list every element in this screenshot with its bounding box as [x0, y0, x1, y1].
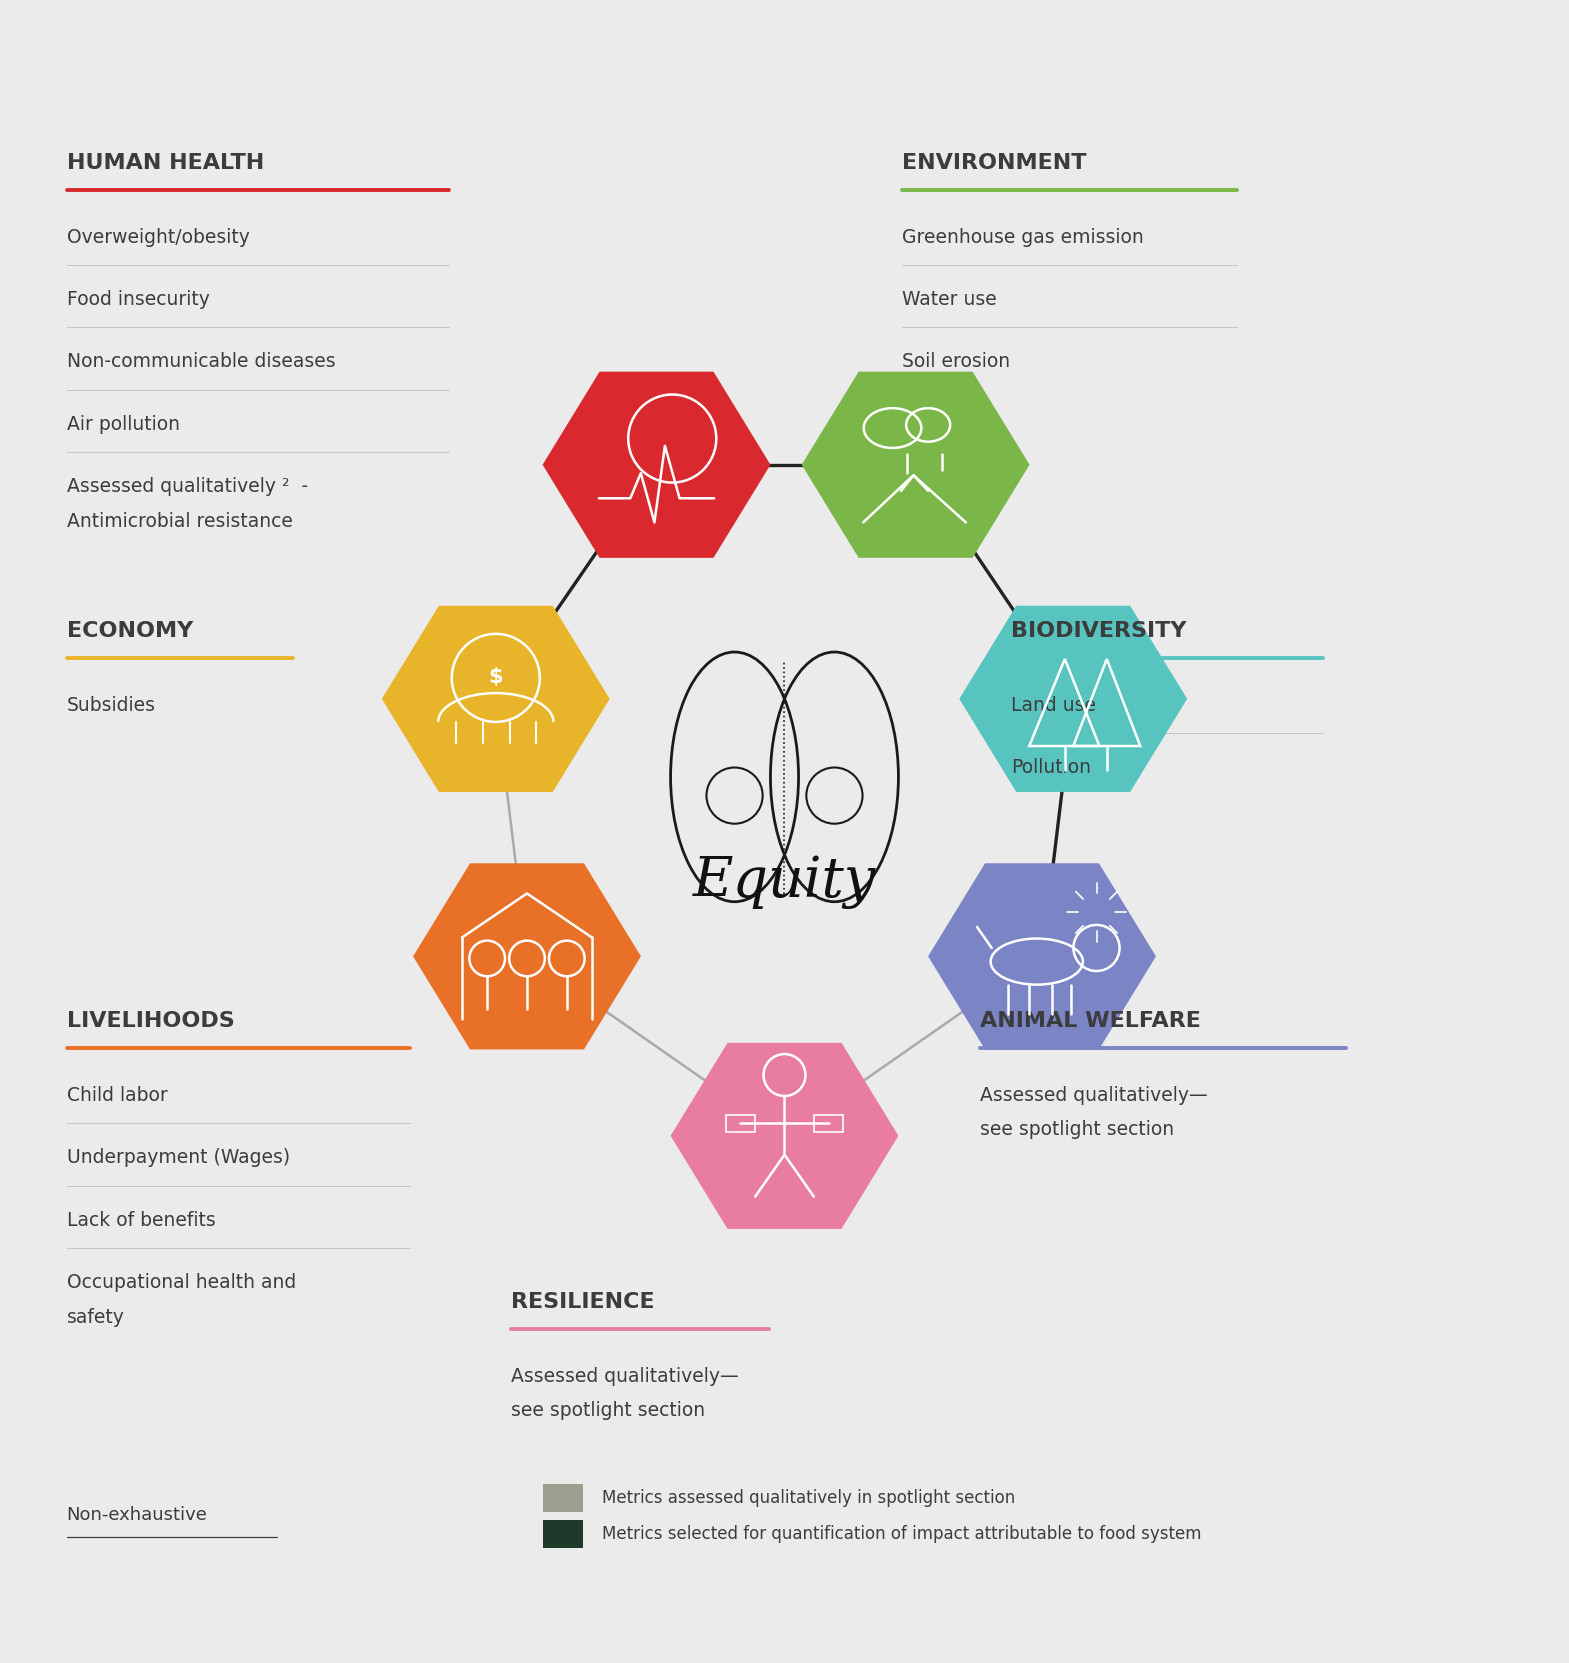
Polygon shape — [543, 1483, 584, 1512]
Text: see spotlight section: see spotlight section — [511, 1402, 706, 1420]
Text: Equity: Equity — [693, 855, 876, 908]
Polygon shape — [929, 863, 1156, 1049]
Text: Greenhouse gas emission: Greenhouse gas emission — [902, 228, 1144, 246]
Text: Assessed qualitatively—: Assessed qualitatively— — [979, 1086, 1207, 1104]
Text: Soil erosion: Soil erosion — [902, 353, 1010, 371]
Text: Food insecurity: Food insecurity — [66, 289, 210, 309]
Text: $: $ — [488, 667, 504, 687]
Text: Land use: Land use — [1010, 695, 1095, 715]
Text: Assessed qualitatively ²  -: Assessed qualitatively ² - — [66, 477, 308, 496]
Text: BIODIVERSITY: BIODIVERSITY — [1010, 620, 1186, 640]
Text: safety: safety — [66, 1307, 124, 1327]
Text: Underpayment (Wages): Underpayment (Wages) — [66, 1149, 290, 1167]
Text: RESILIENCE: RESILIENCE — [511, 1292, 654, 1312]
Text: Antimicrobial resistance: Antimicrobial resistance — [66, 512, 292, 530]
Text: HUMAN HEALTH: HUMAN HEALTH — [66, 153, 264, 173]
Polygon shape — [381, 605, 610, 792]
Text: Water use: Water use — [902, 289, 996, 309]
Text: see spotlight section: see spotlight section — [979, 1121, 1174, 1139]
Text: LIVELIHOODS: LIVELIHOODS — [66, 1011, 234, 1031]
Text: Overweight/obesity: Overweight/obesity — [66, 228, 249, 246]
Text: Child labor: Child labor — [66, 1086, 168, 1104]
Text: Air pollution: Air pollution — [66, 414, 179, 434]
Text: Lack of benefits: Lack of benefits — [66, 1211, 215, 1229]
Polygon shape — [543, 1520, 584, 1548]
Polygon shape — [802, 371, 1029, 557]
Polygon shape — [543, 371, 770, 557]
Text: Occupational health and: Occupational health and — [66, 1274, 297, 1292]
Polygon shape — [670, 1043, 899, 1229]
Text: ECONOMY: ECONOMY — [66, 620, 193, 640]
Polygon shape — [959, 605, 1188, 792]
Text: ENVIRONMENT: ENVIRONMENT — [902, 153, 1086, 173]
Text: Non-communicable diseases: Non-communicable diseases — [66, 353, 336, 371]
Text: Pollution: Pollution — [1010, 758, 1090, 777]
Text: Non-exhaustive: Non-exhaustive — [66, 1507, 207, 1523]
Text: Metrics assessed qualitatively in spotlight section: Metrics assessed qualitatively in spotli… — [602, 1488, 1015, 1507]
Text: ANIMAL WELFARE: ANIMAL WELFARE — [979, 1011, 1200, 1031]
Text: Assessed qualitatively—: Assessed qualitatively— — [511, 1367, 739, 1385]
Text: Metrics selected for quantification of impact attributable to food system: Metrics selected for quantification of i… — [602, 1525, 1202, 1543]
Polygon shape — [413, 863, 640, 1049]
Text: Subsidies: Subsidies — [66, 695, 155, 715]
